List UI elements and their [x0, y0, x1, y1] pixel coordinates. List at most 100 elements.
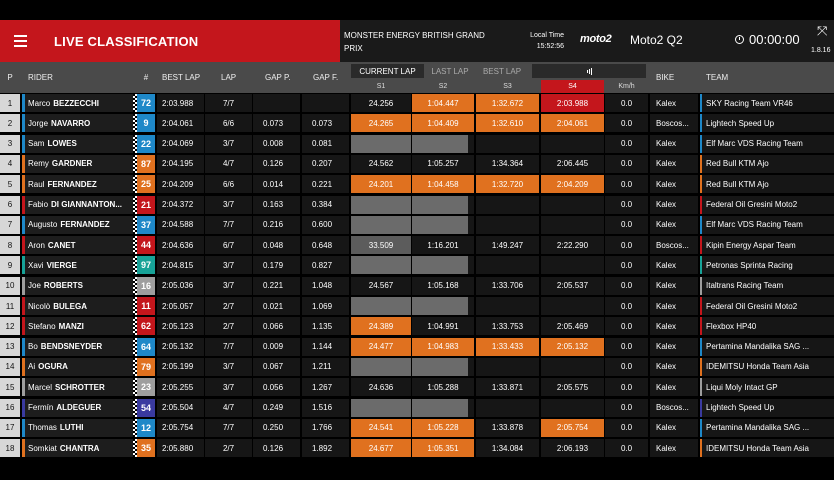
hamburger-menu-icon[interactable]	[0, 20, 40, 62]
team-color-marker	[700, 195, 702, 214]
best-lap-cell: 2:04.195	[157, 154, 204, 173]
lap-view-toggle: CURRENT LAP LAST LAP BEST LAP	[351, 64, 646, 78]
best-lap-button[interactable]: BEST LAP	[482, 66, 522, 76]
table-row[interactable]: 6 Fabio DI GIANNANTON... 21 2:04.372 3/7 0.163…	[0, 195, 834, 214]
table-row[interactable]: 10 Joe ROBERTS 16 2:05.036 3/7 0.221 1.048 24.56…	[0, 276, 834, 295]
sector-3-cell	[476, 398, 539, 417]
team-cell: Federal Oil Gresini Moto2	[700, 297, 834, 315]
speed-cell: 0.0	[605, 418, 648, 437]
rider-last-name: CANET	[47, 240, 76, 250]
team-color-bar	[22, 114, 25, 133]
gap-previous-cell: 0.066	[253, 317, 300, 336]
gap-previous-cell: 0.009	[253, 337, 300, 356]
sector-1-cell: 24.256	[351, 94, 411, 112]
position-cell: 13	[0, 337, 20, 356]
col-team: TEAM	[706, 73, 729, 82]
table-row[interactable]: 5 Raul FERNANDEZ 25 2:04.209 6/6 0.014 0.221 24.…	[0, 174, 834, 194]
checkered-flag-icon	[133, 297, 137, 315]
sector-4-cell: 2:05.537	[541, 276, 604, 295]
speed-cell: 0.0	[605, 398, 648, 417]
last-lap-button[interactable]: LAST LAP	[431, 66, 469, 76]
gap-previous-cell: 0.067	[253, 357, 300, 376]
table-row[interactable]: 14 Ai OGURA 79 2:05.199 3/7 0.067 1.211 0.0 Kalex…	[0, 357, 834, 376]
table-row[interactable]: 18 Somkiat CHANTRA 35 2:05.880 2/7 0.126 1.892 2…	[0, 438, 834, 458]
header-title-area: LIVE CLASSIFICATION	[0, 20, 340, 62]
table-row[interactable]: 7 Augusto FERNANDEZ 37 2:04.588 7/7 0.216 0.600…	[0, 215, 834, 234]
team-color-marker	[700, 357, 702, 376]
rider-first-name: Xavi	[28, 260, 44, 270]
sector-1-cell: 24.541	[351, 418, 411, 437]
rider-number: 25	[137, 175, 155, 194]
rider-last-name: VIERGE	[46, 260, 77, 270]
sector-4-cell: 2:05.575	[541, 378, 604, 397]
rider-last-name: BEZZECCHI	[53, 98, 100, 108]
lap-count-cell: 3/7	[205, 256, 252, 275]
gap-previous-cell: 0.021	[253, 297, 300, 315]
sector-1-progress	[351, 195, 411, 214]
table-row[interactable]: 1 Marco BEZZECCHI 72 2:03.988 7/7 24.256 1:04.4…	[0, 93, 834, 112]
team-color-marker	[700, 439, 702, 458]
rider-name: Joe ROBERTS	[22, 276, 133, 295]
best-lap-cell: 2:05.123	[157, 317, 204, 336]
expand-icon[interactable]: ⤧	[817, 23, 828, 38]
team-cell: IDEMITSU Honda Team Asia	[700, 439, 834, 458]
position-cell: 11	[0, 297, 20, 315]
team-cell: SKY Racing Team VR46	[700, 94, 834, 112]
rider-last-name: FERNANDEZ	[60, 220, 110, 230]
table-row[interactable]: 13 Bo BENDSNEYDER 64 2:05.132 7/7 0.009 1.144 24…	[0, 337, 834, 356]
position-cell: 10	[0, 276, 20, 295]
checkered-flag-icon	[133, 114, 137, 133]
rider-first-name: Aron	[28, 240, 45, 250]
sector-2-cell: 1:04.409	[412, 114, 474, 133]
rider-number: 35	[137, 439, 155, 458]
table-row[interactable]: 4 Remy GARDNER 87 2:04.195 4/7 0.126 0.207 24.56…	[0, 154, 834, 173]
gap-first-cell: 1.144	[302, 337, 349, 356]
table-row[interactable]: 12 Stefano MANZI 62 2:05.123 2/7 0.066 1.135 24.…	[0, 316, 834, 336]
current-lap-button[interactable]: CURRENT LAP	[351, 64, 424, 78]
table-row[interactable]: 16 Fermín ALDEGUER 54 2:05.504 4/7 0.249 1.516 0…	[0, 398, 834, 417]
table-row[interactable]: 3 Sam LOWES 22 2:04.069 3/7 0.008 0.081 0.0 Kalex…	[0, 134, 834, 153]
session-clock: 00:00:00	[749, 32, 800, 47]
sector-2-progress	[412, 256, 468, 275]
sector-1-cell: 24.265	[351, 114, 411, 133]
rider-number: 22	[137, 134, 155, 153]
table-row[interactable]: 8 Aron CANET 44 2:04.636 6/7 0.048 0.648 33.509 1…	[0, 235, 834, 255]
rider-last-name: ALDEGUER	[56, 403, 102, 412]
team-cell: Red Bull KTM Ajo	[700, 154, 834, 173]
checkered-flag-icon	[133, 337, 137, 356]
table-row[interactable]: 2 Jorge NAVARRO 9 2:04.061 6/6 0.073 0.073 24.26…	[0, 113, 834, 133]
sector-4-cell	[541, 256, 604, 275]
gap-previous-cell	[253, 94, 300, 112]
team-color-marker	[700, 337, 702, 356]
rider-first-name: Joe	[28, 281, 41, 291]
table-row[interactable]: 15 Marcel SCHROTTER 23 2:05.255 3/7 0.056 1.267…	[0, 377, 834, 397]
team-color-marker	[700, 236, 702, 255]
table-row[interactable]: 11 Nicolò BULEGA 11 2:05.057 2/7 0.021 1.069 0.0…	[0, 296, 834, 315]
sector-1-cell: 24.562	[351, 154, 411, 173]
sector-3-cell	[476, 195, 539, 214]
local-time-value: 15:52:56	[536, 43, 564, 50]
sector-2-cell: 1:05.257	[412, 154, 474, 173]
sector-2-progress	[412, 398, 468, 417]
rider-name: Stefano MANZI	[22, 317, 133, 336]
rider-name: Sam LOWES	[22, 134, 133, 153]
team-color-bar	[22, 236, 25, 255]
rider-number: 11	[137, 297, 155, 315]
bike-cell: Kalex	[650, 276, 698, 295]
table-row[interactable]: 9 Xavi VIERGE 97 2:04.815 3/7 0.179 0.827 0.0 Kal…	[0, 255, 834, 275]
table-row[interactable]: 17 Thomas LUTHI 12 2:05.754 7/7 0.250 1.766 24.5…	[0, 418, 834, 437]
team-color-marker	[700, 317, 702, 336]
signal-icon[interactable]	[532, 64, 646, 78]
rider-number: 16	[137, 276, 155, 295]
fullscreen-toggle[interactable]: ⤧ 1.8.16	[810, 20, 834, 62]
gap-previous-cell: 0.216	[253, 215, 300, 234]
lap-count-cell: 4/7	[205, 154, 252, 173]
best-lap-cell: 2:04.588	[157, 215, 204, 234]
team-color-bar	[22, 398, 25, 417]
team-color-marker	[700, 378, 702, 397]
gap-first-cell: 0.827	[302, 256, 349, 275]
bike-cell: Boscos...	[650, 236, 698, 255]
rider-first-name: Remy	[28, 159, 49, 169]
bike-cell: Kalex	[650, 215, 698, 234]
best-lap-cell: 2:05.057	[157, 297, 204, 315]
